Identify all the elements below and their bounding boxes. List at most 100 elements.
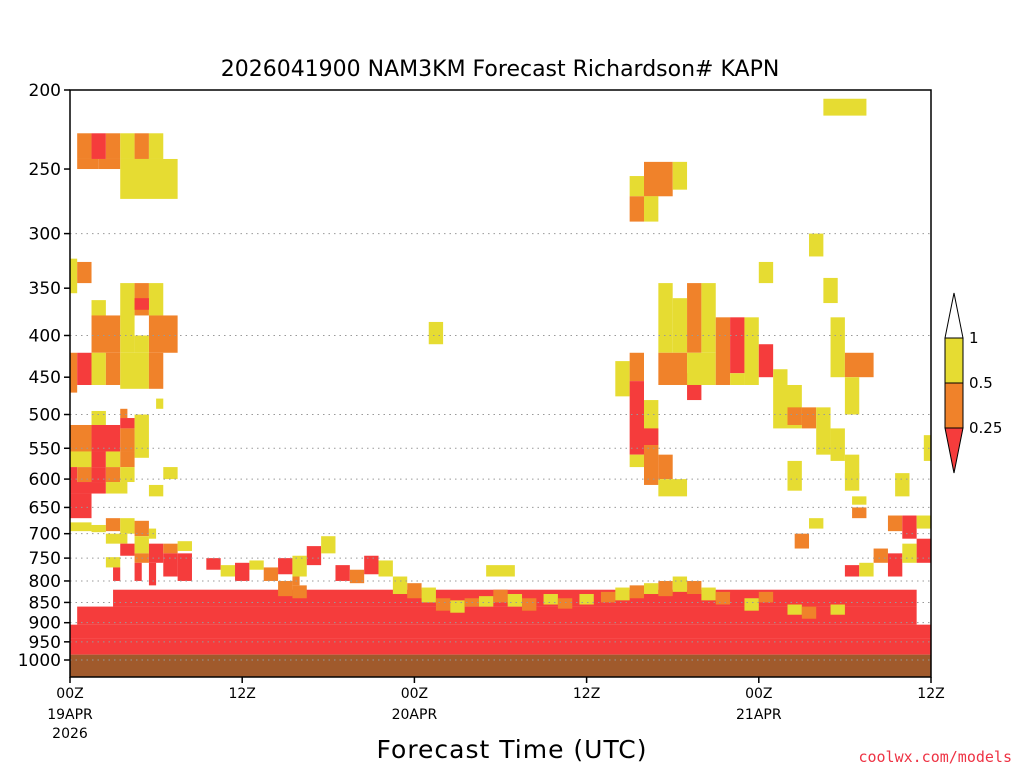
ri-cell-107	[758, 591, 774, 603]
ri-cell-143	[687, 352, 716, 385]
ri-cell-134	[644, 445, 659, 485]
ri-cell-14	[148, 283, 164, 316]
ri-cell-97	[615, 587, 630, 601]
credit-text: coolwx.com/models	[858, 748, 1012, 766]
ri-cell-4	[134, 133, 149, 159]
ri-cell-31	[70, 424, 92, 452]
y-tick-label: 350	[29, 279, 61, 299]
ri-cell-76	[321, 536, 336, 554]
ri-cell-113	[873, 548, 888, 563]
y-tick-label: 700	[29, 525, 61, 545]
ri-band-2	[77, 606, 917, 625]
ri-cell-54	[105, 533, 128, 544]
y-tick-label: 750	[29, 549, 61, 569]
ri-cell-40	[91, 467, 106, 483]
ri-cell-105	[730, 594, 745, 607]
ri-cell-19	[134, 335, 149, 353]
ri-cell-101	[672, 576, 688, 592]
ri-cell-168	[823, 277, 838, 304]
ri-cell-80	[349, 569, 365, 584]
ri-cell-98	[629, 585, 644, 599]
ri-cell-75	[306, 546, 322, 566]
ri-cell-158	[844, 454, 860, 480]
ri-cell-153	[816, 407, 831, 455]
ri-cell-167	[809, 233, 824, 257]
ri-cell-85	[421, 587, 436, 603]
ri-cell-141	[658, 352, 688, 385]
x-axis: 00Z 19APR 2026 12Z 00Z 20APR 12Z 00Z 21APR 12Z	[47, 677, 945, 742]
ri-cell-108	[787, 604, 802, 615]
ri-cell-9	[70, 258, 78, 294]
legend-swatch-below-0.25	[944, 427, 964, 474]
ri-cell-72	[278, 558, 293, 575]
ri-cell-93	[543, 594, 558, 605]
ri-cell-159	[844, 473, 860, 491]
ri-cell-138	[672, 298, 688, 353]
ri-cell-94	[557, 598, 573, 609]
ri-cell-51	[120, 518, 135, 534]
ri-cell-20	[70, 352, 78, 393]
ri-cell-49	[91, 524, 106, 533]
y-axis: 200 250 300 350 400 450 500 550 600 650 700 750 8008…	[18, 81, 70, 671]
y-tick-label: 850	[29, 593, 61, 613]
ri-cell-133	[629, 454, 644, 468]
ri-cell-11	[91, 300, 106, 318]
ri-cell-92	[522, 598, 537, 611]
ri-cell-33	[120, 428, 135, 452]
ri-cell-115	[902, 543, 917, 563]
legend-tick-label: 0.25	[969, 419, 1002, 437]
ri-cell-137	[658, 283, 673, 353]
ground-layer	[70, 654, 931, 677]
ri-cell-12	[120, 283, 135, 318]
ri-cell-154	[830, 317, 845, 378]
ri-cell-62	[113, 567, 121, 581]
ri-cell-165	[823, 98, 867, 116]
ri-cell-95	[579, 594, 594, 605]
ri-cell-136	[658, 479, 688, 497]
ri-cell-24	[120, 352, 149, 389]
ri-cell-30	[134, 414, 149, 458]
ri-cell-69	[235, 562, 250, 581]
chart-title: 2026041900 NAM3KM Forecast Richardson# K…	[221, 57, 780, 82]
x-axis-label: Forecast Time (UTC)	[377, 735, 648, 764]
ri-cell-104	[715, 591, 731, 605]
ri-cell-106	[744, 598, 759, 611]
ri-cell-87	[450, 600, 465, 613]
ri-cell-125	[852, 496, 867, 505]
x-tick-time: 00Z	[401, 686, 428, 702]
ri-cell-65	[163, 553, 178, 577]
ri-cell-156	[844, 377, 860, 415]
ri-cell-71	[263, 567, 279, 581]
ri-cell-161	[644, 161, 673, 197]
ri-cell-47	[148, 484, 164, 497]
ri-cell-42	[120, 467, 135, 483]
y-tick-label: 550	[29, 439, 61, 459]
ri-cell-103	[701, 587, 716, 601]
x-tick-year: 2026	[52, 726, 88, 742]
ri-cell-149	[773, 369, 788, 385]
ri-cell-127	[486, 565, 515, 577]
ri-cell-50	[105, 518, 121, 532]
legend-tick-label: 0.5	[969, 374, 993, 392]
x-tick-date: 20APR	[392, 707, 438, 723]
ri-cell-73	[292, 555, 307, 577]
ri-cell-16	[120, 315, 135, 353]
y-tick-label: 600	[29, 470, 61, 490]
ri-cell-59	[177, 541, 192, 551]
ri-cell-81	[364, 555, 379, 575]
ri-cell-132	[644, 428, 659, 446]
ri-cell-140	[701, 283, 716, 353]
ri-cell-129	[629, 352, 644, 382]
ri-cell-121	[895, 473, 910, 497]
ri-cell-139	[687, 283, 702, 353]
ri-cell-151	[787, 407, 802, 425]
x-tick-time: 12Z	[228, 686, 255, 702]
legend-swatch-above-1	[944, 292, 964, 339]
ri-cell-61	[105, 557, 121, 568]
ri-cell-48	[70, 522, 92, 532]
ri-cell-36	[105, 451, 121, 468]
ri-band-0	[70, 638, 931, 655]
ri-cell-57	[148, 543, 164, 563]
ri-cell-39	[77, 467, 92, 483]
